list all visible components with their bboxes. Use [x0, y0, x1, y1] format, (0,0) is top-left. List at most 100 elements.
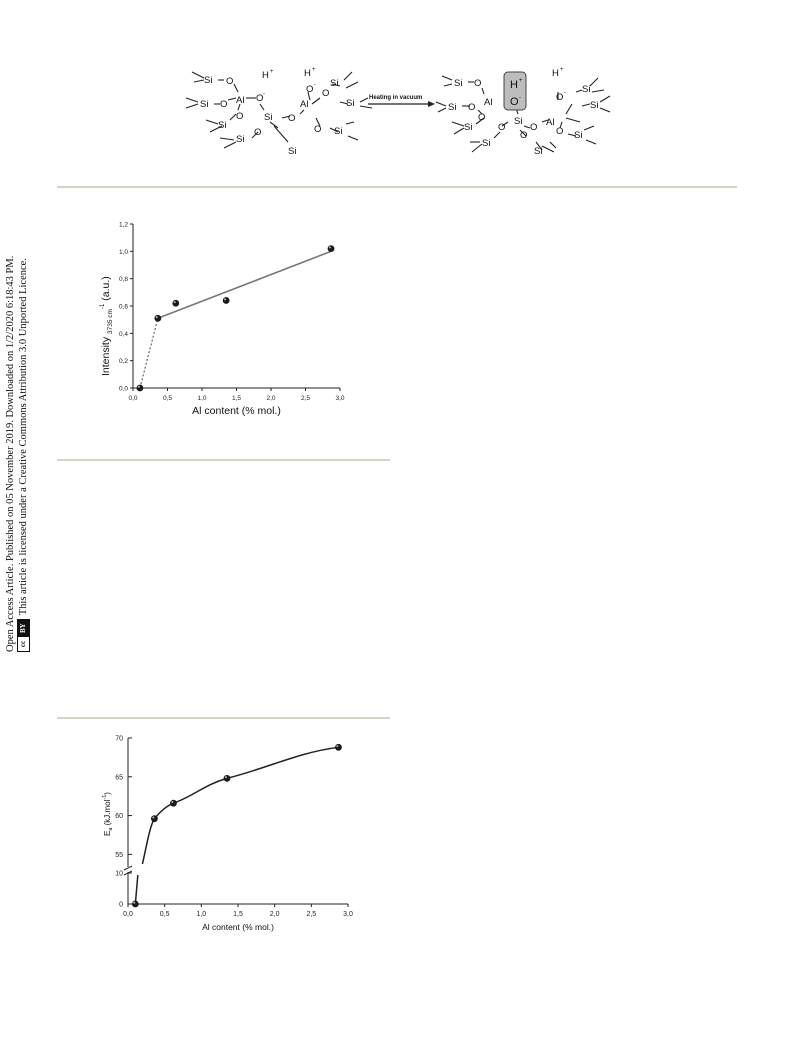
- svg-text:O: O: [556, 92, 563, 103]
- highlighted-hydroxyl-box: H + O -: [503, 71, 527, 111]
- x-tick-label: 2,5: [301, 395, 310, 402]
- x-tick-label: 1,0: [196, 911, 206, 918]
- data-point-highlight: [137, 385, 140, 388]
- y-tick-label: 0,8: [119, 276, 128, 283]
- data-point: [170, 799, 177, 807]
- y-axis-label-subscript: a: [108, 827, 114, 831]
- y-tick-label: 0,4: [119, 331, 128, 338]
- svg-text:Si: Si: [590, 100, 598, 111]
- svg-text:Si: Si: [534, 146, 542, 157]
- scheme-atoms: Si O Si O Al O- H + O Si Si O Si O Si Al O-…: [200, 67, 598, 157]
- x-tick-label: 0,0: [123, 911, 133, 918]
- section-divider: [57, 717, 390, 719]
- data-point-highlight: [173, 301, 176, 304]
- svg-text:Si: Si: [330, 78, 338, 89]
- curve-lower-segment: [134, 874, 139, 905]
- svg-text:Si: Si: [218, 120, 226, 131]
- reaction-scheme: Si O Si O Al O- H + O Si Si O Si O Si Al O-…: [185, 67, 611, 157]
- cc-icon: cc: [18, 636, 29, 651]
- sidebar-license-line: This article is licensed under a Creativ…: [18, 258, 29, 616]
- svg-text:H: H: [552, 68, 559, 79]
- svg-text:+: +: [519, 78, 523, 84]
- svg-text:Si: Si: [448, 102, 456, 113]
- y-axis-label-unit: (a.u.): [100, 276, 112, 303]
- svg-text:O: O: [322, 88, 329, 99]
- data-point-highlight: [328, 246, 331, 249]
- svg-text:Si: Si: [204, 75, 212, 86]
- y-tick-label: 1,2: [119, 222, 128, 229]
- axis-break-mark: [123, 865, 133, 871]
- by-icon: BY: [19, 623, 27, 633]
- data-point-highlight: [224, 298, 227, 301]
- cc-by-license-badge[interactable]: cc BY: [17, 619, 30, 652]
- svg-text:+: +: [270, 69, 274, 75]
- y-axis-label-main: E: [103, 831, 112, 836]
- svg-text:Si: Si: [200, 99, 208, 110]
- svg-text:Si: Si: [582, 84, 590, 95]
- y-axis-label-unit: (kJ.mol: [103, 799, 112, 827]
- y-axis-label-main: Intensity: [100, 334, 112, 376]
- data-point: [222, 297, 230, 304]
- svg-text:-: -: [519, 95, 521, 101]
- data-point: [335, 743, 342, 751]
- svg-text:H: H: [262, 70, 269, 81]
- sidebar-published-line: Open Access Article. Published on 05 Nov…: [5, 255, 16, 652]
- svg-text:O: O: [498, 122, 505, 133]
- svg-text:Si: Si: [574, 130, 582, 141]
- data-point-highlight: [224, 776, 227, 779]
- y-axis-label-superscript: -1: [100, 303, 106, 309]
- svg-text:O: O: [314, 124, 321, 135]
- svg-text:H: H: [510, 79, 518, 91]
- svg-text:Al: Al: [300, 99, 308, 110]
- svg-text:Al: Al: [484, 97, 492, 108]
- data-point: [151, 815, 158, 823]
- data-point-marker: [131, 900, 139, 908]
- data-point: [154, 314, 162, 322]
- x-tick-label: 0,5: [160, 911, 170, 918]
- data-point-highlight: [171, 800, 174, 803]
- y-axis-label: Ea (kJ.mol-1): [102, 792, 114, 836]
- svg-text:+: +: [312, 67, 316, 73]
- svg-text:+: +: [560, 67, 564, 73]
- x-tick-label: 1,5: [232, 395, 241, 402]
- x-tick-label: 0,5: [163, 395, 172, 402]
- y-tick-label: 60: [115, 813, 123, 820]
- data-point-highlight: [155, 316, 158, 319]
- svg-text:Al: Al: [236, 95, 244, 106]
- y-tick-label: 0,2: [119, 358, 128, 365]
- y-tick-label: 70: [115, 736, 123, 743]
- x-tick-label: 1,0: [197, 395, 206, 402]
- y-tick-label: 65: [115, 774, 123, 781]
- svg-text:O: O: [254, 127, 261, 138]
- y-tick-label: 10: [115, 871, 123, 878]
- svg-text:Si: Si: [454, 78, 462, 89]
- data-point: [327, 245, 335, 252]
- data-point-highlight: [336, 745, 339, 748]
- data-point: [172, 299, 180, 307]
- x-tick-label: 2,5: [306, 911, 316, 918]
- svg-text:O: O: [306, 84, 313, 95]
- license-sidebar: Open Access Article. Published on 05 Nov…: [4, 182, 44, 652]
- svg-text:-: -: [314, 82, 316, 88]
- y-axis-label-close: ): [103, 792, 112, 795]
- dashed-trend-line: [139, 318, 159, 389]
- x-tick-label: 3,0: [335, 395, 344, 402]
- section-divider: [57, 186, 737, 188]
- svg-text:Si: Si: [514, 116, 522, 127]
- svg-text:O: O: [556, 126, 563, 137]
- x-tick-label: 2,0: [266, 395, 275, 402]
- svg-text:O: O: [478, 112, 485, 123]
- data-point-highlight: [152, 816, 155, 819]
- svg-text:Si: Si: [288, 146, 296, 157]
- y-axis-label-superscript: -1: [102, 795, 108, 800]
- intensity-chart: 0,0 0,5 1,0 1,5 2,0 2,5 3,0 0,0 0,2 0,4 0,6 0,8 1,0 1…: [100, 222, 345, 418]
- x-axis-label: Al content (% mol.): [202, 922, 274, 932]
- svg-text:Heating in vacuum: Heating in vacuum: [369, 95, 422, 101]
- svg-text:O: O: [520, 130, 527, 141]
- x-tick-label: 1,5: [233, 911, 243, 918]
- svg-text:O: O: [474, 78, 481, 89]
- reaction-arrow: Heating in vacuum: [368, 95, 435, 107]
- y-tick-label: 0,6: [119, 304, 128, 311]
- section-divider: [57, 459, 390, 461]
- data-point-marker: [154, 314, 162, 322]
